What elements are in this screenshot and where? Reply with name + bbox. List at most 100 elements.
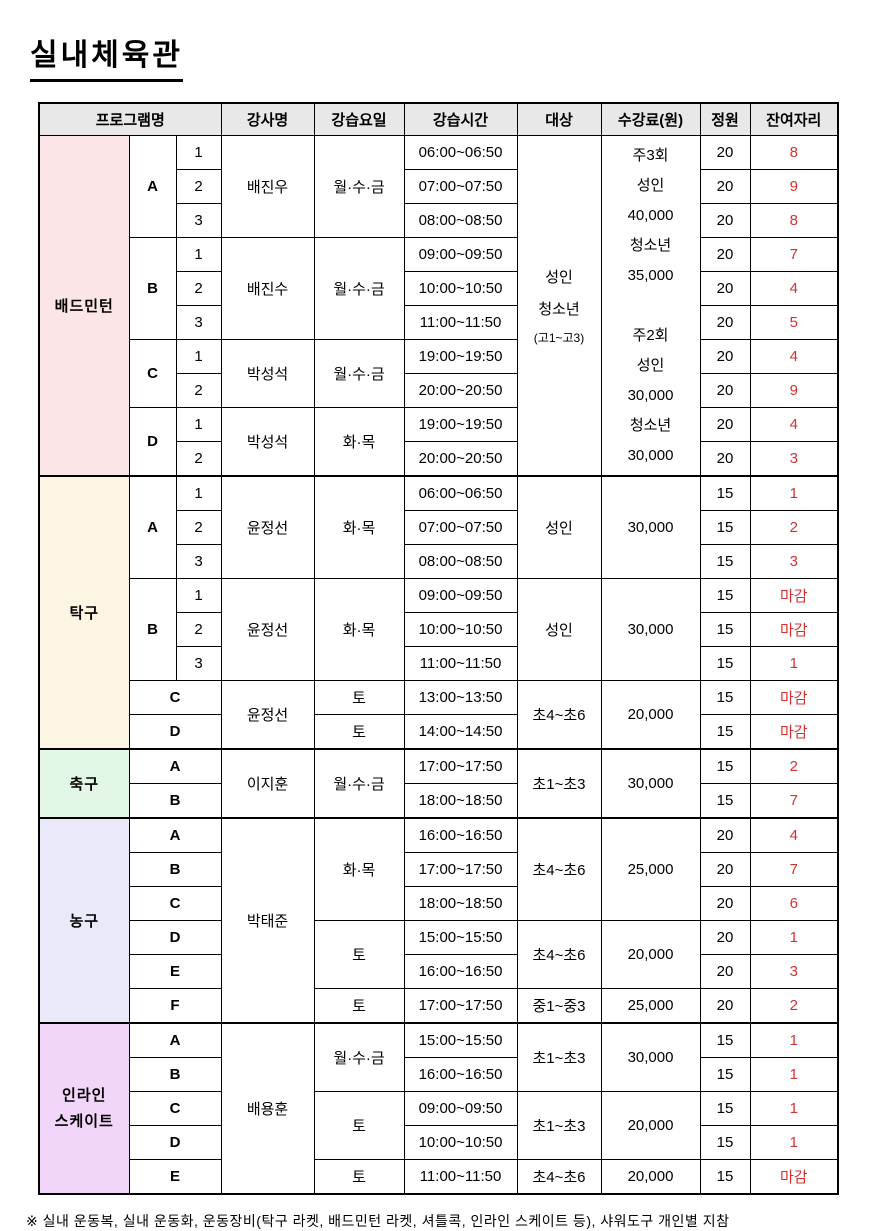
- time-cell: 06:00~06:50: [403, 475, 518, 511]
- class-letter-cell: B: [128, 852, 222, 887]
- table-row: B 17:00~17:50 20 7: [39, 852, 839, 887]
- time-cell: 17:00~17:50: [403, 748, 518, 784]
- fee-cell: 30,000: [600, 475, 701, 579]
- table-row: E 16:00~16:50 20 3: [39, 954, 839, 989]
- fee-line: 30,000: [627, 386, 674, 404]
- remaining-cell: 4: [749, 407, 839, 442]
- fee-cell: 25,000: [600, 988, 701, 1024]
- days-cell: 토: [313, 1159, 405, 1195]
- capacity-cell: 15: [699, 646, 751, 681]
- capacity-cell: 15: [699, 1091, 751, 1126]
- table-row: C 18:00~18:50 20 6: [39, 886, 839, 921]
- table-row: 2 20:00~20:50 20 3: [39, 441, 839, 477]
- time-cell: 15:00~15:50: [403, 920, 518, 955]
- instructor-cell: 박태준: [220, 817, 315, 1024]
- fee-line: 30,000: [627, 446, 674, 464]
- capacity-cell: 20: [699, 305, 751, 340]
- time-cell: 11:00~11:50: [403, 305, 518, 340]
- target-cell: 성인: [516, 475, 602, 579]
- remaining-cell: 2: [749, 748, 839, 784]
- capacity-cell: 15: [699, 1057, 751, 1092]
- remaining-cell: 5: [749, 305, 839, 340]
- fee-cell: 25,000: [600, 817, 701, 921]
- capacity-cell: 15: [699, 544, 751, 579]
- days-cell: 화·목: [313, 817, 405, 921]
- class-number-cell: 3: [175, 544, 222, 579]
- remaining-cell: 마감: [749, 1159, 839, 1195]
- footnote: ※ 실내 운동복, 실내 운동화, 운동장비(탁구 라켓, 배드민턴 라켓, 셔…: [26, 1213, 730, 1229]
- table-row: B 18:00~18:50 15 7: [39, 783, 839, 819]
- time-cell: 19:00~19:50: [403, 407, 518, 442]
- fee-cell: 20,000: [600, 680, 701, 750]
- fee-line: 청소년: [629, 416, 672, 434]
- remaining-cell: 8: [749, 135, 839, 170]
- fee-cell: 주3회 성인 40,000 청소년 35,000 주2회 성인 30,000 청…: [600, 135, 701, 477]
- remaining-cell: 2: [749, 988, 839, 1024]
- table-row: 배드민턴 A 1 배진우 월·수·금 06:00~06:50 성인 청소년 (고…: [38, 135, 839, 477]
- remaining-cell: 4: [749, 817, 839, 853]
- target-cell: 초1~초3: [516, 1091, 602, 1160]
- table-row: 농구 A 박태준 화·목 16:00~16:50 초4~초6 25,000 20…: [38, 817, 839, 1024]
- target-cell: 초4~초6: [516, 1159, 602, 1195]
- days-cell: 토: [313, 988, 405, 1024]
- table-row: 2 07:00~07:50 15 2: [39, 510, 839, 545]
- time-cell: 10:00~10:50: [403, 271, 518, 306]
- target-cell: 초4~초6: [516, 680, 602, 750]
- table-row: D 토 14:00~14:50 15 마감: [39, 714, 839, 750]
- class-letter-cell: C: [128, 680, 222, 715]
- days-cell: 월·수·금: [313, 237, 405, 340]
- target-line: (고1~고3): [533, 330, 585, 345]
- time-cell: 06:00~06:50: [403, 135, 518, 170]
- target-cell: 초1~초3: [516, 748, 602, 819]
- table-row: 축구 A 이지훈 월·수·금 17:00~17:50 초1~초3 30,000 …: [38, 748, 839, 819]
- remaining-cell: 1: [749, 1057, 839, 1092]
- class-letter-cell: C: [128, 886, 222, 921]
- time-cell: 14:00~14:50: [403, 714, 518, 750]
- target-cell: 초4~초6: [516, 920, 602, 989]
- time-cell: 20:00~20:50: [403, 373, 518, 408]
- instructor-cell: 윤정선: [220, 680, 315, 750]
- fee-line: 성인: [636, 356, 665, 374]
- table-row: B 16:00~16:50 15 1: [39, 1057, 839, 1092]
- table-row: E 토 11:00~11:50 초4~초6 20,000 15 마감: [39, 1159, 839, 1195]
- class-number-cell: 2: [175, 373, 222, 408]
- remaining-cell: 마감: [749, 578, 839, 613]
- days-cell: 토: [313, 680, 405, 715]
- class-letter-cell: A: [128, 817, 222, 853]
- class-letter-cell: B: [128, 783, 222, 819]
- remaining-cell: 1: [749, 1022, 839, 1058]
- table-row: 3 11:00~11:50 20 5: [39, 305, 839, 340]
- capacity-cell: 15: [699, 1159, 751, 1195]
- class-letter-cell: D: [128, 920, 222, 955]
- capacity-cell: 20: [699, 954, 751, 989]
- capacity-cell: 20: [699, 920, 751, 955]
- time-cell: 13:00~13:50: [403, 680, 518, 715]
- table-row: D 1 박성석 화·목 19:00~19:50 20 4: [39, 407, 839, 477]
- section-inline-skate: 인라인 스케이트 A 배용훈 월·수·금 15:00~15:50 초1~초3 3…: [38, 1022, 839, 1195]
- time-cell: 10:00~10:50: [403, 1125, 518, 1160]
- class-number-cell: 2: [175, 169, 222, 204]
- remaining-cell: 1: [749, 646, 839, 681]
- fee-cell: 20,000: [600, 920, 701, 989]
- class-number-cell: 3: [175, 203, 222, 238]
- days-cell: 월·수·금: [313, 748, 405, 819]
- table-row: 3 08:00~08:50 15 3: [39, 544, 839, 579]
- time-cell: 11:00~11:50: [403, 646, 518, 681]
- time-cell: 15:00~15:50: [403, 1022, 518, 1058]
- class-letter-cell: D: [128, 407, 177, 477]
- fee-cell: 30,000: [600, 748, 701, 819]
- remaining-cell: 4: [749, 339, 839, 374]
- days-cell: 화·목: [313, 578, 405, 681]
- fee-cell: 30,000: [600, 578, 701, 681]
- capacity-cell: 20: [699, 852, 751, 887]
- fee-gap: [602, 291, 699, 321]
- days-cell: 월·수·금: [313, 135, 405, 238]
- class-letter-cell: E: [128, 954, 222, 989]
- table-row: 인라인 스케이트 A 배용훈 월·수·금 15:00~15:50 초1~초3 3…: [38, 1022, 839, 1195]
- capacity-cell: 15: [699, 510, 751, 545]
- table-row: B 1 윤정선 화·목 09:00~09:50 성인 30,000 15 마감: [39, 578, 839, 681]
- target-line: 청소년: [538, 300, 580, 318]
- instructor-cell: 박성석: [220, 407, 315, 477]
- column-header-target: 대상: [516, 102, 602, 136]
- capacity-cell: 20: [699, 169, 751, 204]
